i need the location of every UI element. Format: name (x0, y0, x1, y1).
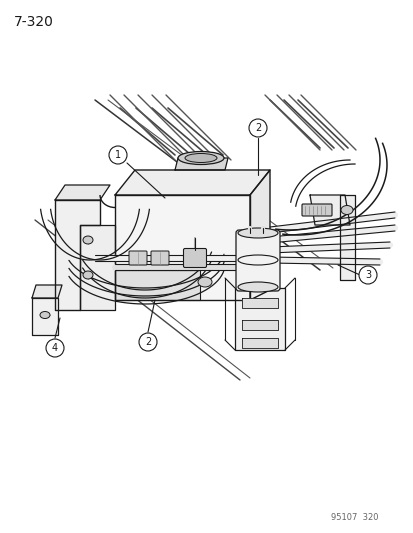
Ellipse shape (237, 228, 277, 238)
Text: 4: 4 (52, 343, 58, 353)
Text: 2: 2 (254, 123, 261, 133)
Ellipse shape (83, 236, 93, 244)
Circle shape (358, 266, 376, 284)
Text: 3: 3 (364, 270, 370, 280)
Polygon shape (175, 158, 228, 170)
Ellipse shape (83, 271, 93, 279)
Polygon shape (242, 320, 277, 330)
Polygon shape (249, 170, 269, 300)
Ellipse shape (237, 282, 277, 292)
Circle shape (139, 333, 157, 351)
FancyBboxPatch shape (129, 251, 147, 265)
Ellipse shape (178, 151, 223, 165)
FancyBboxPatch shape (301, 204, 331, 216)
Polygon shape (55, 185, 110, 200)
FancyBboxPatch shape (183, 248, 206, 268)
Ellipse shape (40, 311, 50, 319)
FancyBboxPatch shape (151, 251, 169, 265)
Polygon shape (242, 338, 277, 348)
Ellipse shape (185, 154, 216, 163)
Polygon shape (32, 285, 62, 298)
Circle shape (46, 339, 64, 357)
Polygon shape (80, 225, 115, 310)
Text: 7-320: 7-320 (14, 15, 54, 29)
Polygon shape (115, 270, 199, 300)
Polygon shape (309, 195, 349, 225)
Text: 2: 2 (145, 337, 151, 347)
Polygon shape (339, 195, 354, 280)
Polygon shape (235, 288, 284, 350)
Circle shape (109, 146, 127, 164)
Polygon shape (242, 298, 277, 308)
FancyBboxPatch shape (235, 230, 279, 291)
Polygon shape (115, 170, 269, 195)
Text: 1: 1 (115, 150, 121, 160)
Text: 95107  320: 95107 320 (330, 513, 378, 522)
Ellipse shape (340, 206, 352, 214)
Ellipse shape (197, 277, 211, 287)
Polygon shape (32, 298, 58, 335)
Circle shape (248, 119, 266, 137)
Polygon shape (55, 200, 100, 310)
Polygon shape (115, 195, 249, 300)
